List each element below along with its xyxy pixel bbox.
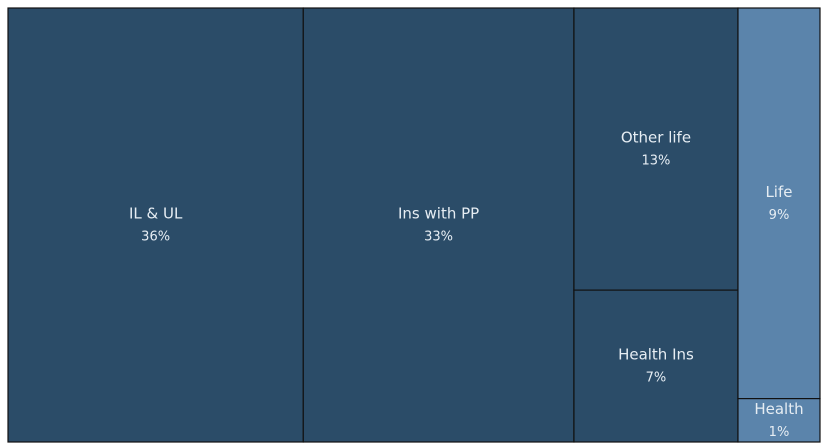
cell-value: 1% [769, 425, 790, 440]
treemap-cell [737, 398, 821, 443]
cell-value: 9% [769, 208, 790, 223]
treemap-cell [7, 7, 304, 443]
cell-label: Health Ins [618, 346, 694, 364]
treemap-cell [573, 289, 739, 443]
treemap-cell [737, 7, 821, 400]
cell-value: 13% [642, 154, 671, 169]
cell-label: Other life [621, 129, 691, 147]
cell-value: 36% [141, 230, 170, 245]
cell-label: IL & UL [129, 205, 183, 223]
cell-label: Health [754, 400, 803, 418]
cell-value: 33% [424, 230, 453, 245]
cell-label: Ins with PP [398, 205, 479, 223]
cell-value: 7% [646, 371, 667, 386]
cell-label: Life [765, 183, 792, 201]
treemap-cell [302, 7, 575, 443]
treemap-cell [573, 7, 739, 291]
